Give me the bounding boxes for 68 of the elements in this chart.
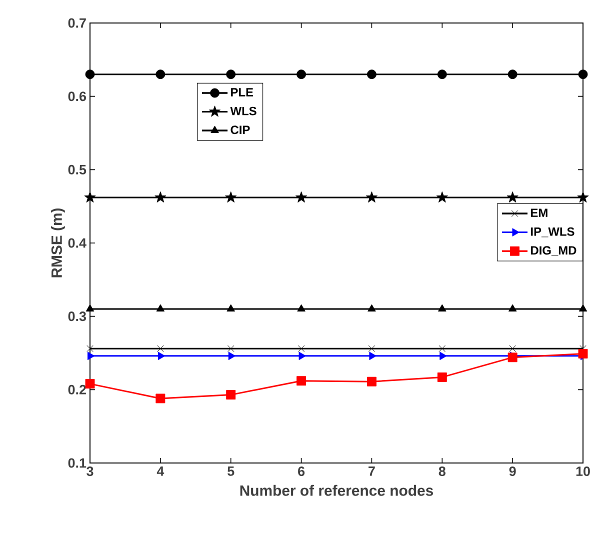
point [298, 352, 306, 360]
point [438, 304, 446, 312]
legend-label: DIG_MD [531, 246, 576, 256]
point [226, 70, 236, 80]
point [578, 70, 588, 80]
point [298, 345, 305, 352]
point [436, 191, 448, 202]
point [366, 376, 376, 386]
point [297, 304, 306, 312]
point [154, 191, 166, 202]
point [578, 349, 588, 358]
y-tick-label: 0.3 [68, 312, 86, 322]
point [226, 390, 236, 400]
legend-label: EM [531, 208, 548, 217]
point [228, 352, 236, 360]
point [506, 191, 518, 202]
x-tick-label: 8 [438, 466, 446, 476]
point [296, 70, 306, 80]
point [369, 352, 376, 360]
point [368, 345, 376, 352]
point [437, 70, 447, 80]
point [88, 352, 95, 360]
point [366, 70, 376, 80]
point [225, 191, 237, 202]
y-tick-label: 0.6 [68, 92, 86, 102]
point [227, 345, 234, 352]
point [86, 304, 94, 312]
y-tick-label: 0.4 [68, 238, 86, 248]
x-tick-label: 3 [86, 466, 94, 476]
point [366, 191, 378, 202]
legend-label: WLS [230, 106, 256, 116]
point [158, 352, 166, 360]
point [86, 345, 94, 352]
x-tick-label: 4 [156, 466, 164, 476]
point [156, 70, 166, 80]
point [156, 394, 166, 404]
point [508, 304, 517, 312]
x-tick-label: 5 [228, 466, 234, 476]
legend-label: PLE [231, 88, 254, 96]
y-axis-title: RMSE (m) [51, 208, 65, 278]
point [157, 345, 164, 352]
y-tick-label: 0.2 [68, 384, 86, 394]
point [577, 191, 589, 202]
legend-label: CIP [230, 126, 250, 134]
point [440, 352, 447, 360]
point [508, 70, 518, 80]
point [509, 345, 516, 352]
x-tick-label: 10 [576, 466, 590, 476]
point [437, 372, 447, 382]
point [368, 304, 376, 312]
point [85, 379, 95, 389]
x-tick-label: 6 [298, 466, 305, 476]
point [226, 304, 235, 312]
y-tick-label: 0.5 [68, 164, 86, 174]
point [84, 191, 96, 202]
y-tick-label: 0.7 [68, 18, 86, 28]
point [438, 345, 446, 352]
x-tick-label: 9 [509, 466, 516, 476]
point [85, 70, 95, 80]
y-tick-label: 0.1 [68, 458, 86, 468]
legend-label: IP_WLS [531, 227, 574, 238]
x-tick-label: 7 [368, 466, 375, 476]
point [156, 304, 165, 312]
point [295, 191, 308, 202]
x-axis-title: Number of reference nodes [240, 484, 434, 496]
point [578, 304, 588, 312]
point [508, 352, 518, 362]
point [296, 376, 306, 386]
